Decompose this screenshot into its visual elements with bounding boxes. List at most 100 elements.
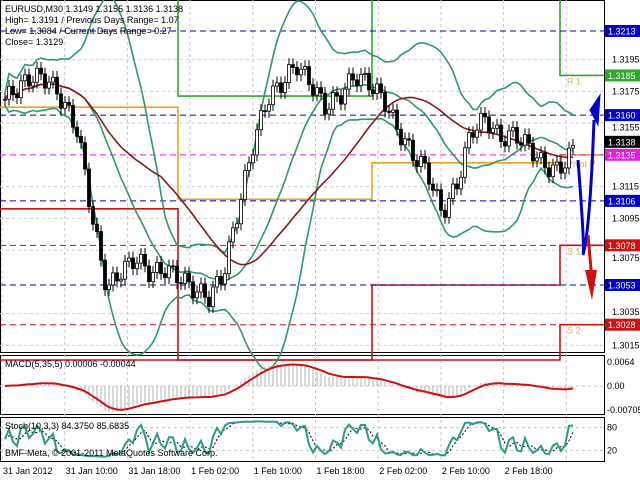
candle [291, 64, 295, 68]
candle [43, 73, 47, 89]
price-tick: 1.3195 [612, 55, 640, 65]
candle [227, 241, 231, 275]
macd-signal-line [4, 363, 574, 411]
current-days-range: Current Days Range= 0.27 [64, 26, 172, 36]
candle [307, 66, 311, 86]
candle [403, 138, 407, 146]
candle [379, 83, 383, 93]
candle [287, 64, 291, 84]
candle [115, 272, 119, 282]
candle [283, 82, 287, 93]
candle [511, 127, 515, 132]
price-tag-label: 1.3185 [608, 71, 636, 81]
candle [3, 98, 7, 101]
price-tag-label: 1.3213 [608, 27, 636, 37]
candle [23, 74, 27, 82]
candle [487, 116, 491, 134]
candle [215, 276, 219, 288]
time-tick: 1 Feb 02:00 [191, 466, 239, 476]
candle [559, 161, 563, 174]
down-arrow-icon [585, 270, 597, 300]
price-tag [605, 279, 640, 291]
price-tag-label: 1.3138 [608, 137, 636, 147]
candle [555, 161, 559, 166]
bollinger-middle [4, 83, 574, 282]
price-tag [605, 194, 640, 207]
time-tick: 1 Feb 10:00 [254, 466, 302, 476]
candle [347, 73, 351, 90]
candle [147, 265, 151, 283]
r1-label: R 1 [567, 76, 581, 86]
candle [119, 278, 123, 282]
candle [495, 124, 499, 129]
previous-days-range: Previous Days Range= 1.07 [66, 15, 179, 25]
candle [107, 284, 111, 291]
candle [263, 110, 267, 113]
candle [371, 89, 375, 95]
candle [323, 92, 327, 115]
candle [75, 126, 79, 137]
price-tick: 1.3015 [612, 340, 640, 350]
candle [515, 127, 519, 144]
candle [39, 67, 43, 75]
stoch-label: Stoch(10,3,3) 84.3750 85.6835 [5, 421, 130, 431]
pivot-label: Pivot P [567, 159, 596, 169]
candle [427, 162, 431, 185]
candle [31, 81, 35, 87]
stoch-panel [0, 417, 605, 462]
candle [355, 79, 359, 87]
candle [439, 189, 443, 211]
candle [267, 104, 271, 112]
candle [351, 73, 355, 81]
candle [135, 262, 139, 270]
time-tick: 2 Feb 02:00 [379, 466, 427, 476]
candle [19, 80, 23, 99]
candle [367, 73, 371, 91]
time-tick: 2 Feb 10:00 [442, 466, 490, 476]
price-tag [605, 318, 640, 331]
candle [455, 183, 459, 190]
high-value: High= 1.3191 [5, 15, 59, 25]
candle [259, 110, 263, 131]
candle [195, 291, 199, 299]
price-tag [605, 25, 640, 37]
candle [387, 110, 391, 113]
candle [251, 154, 255, 164]
candle [247, 162, 251, 171]
candle [79, 135, 83, 144]
candle [211, 286, 215, 308]
candle [87, 168, 91, 208]
candle [159, 262, 163, 274]
candle [523, 134, 527, 146]
candle [207, 296, 211, 308]
candle [535, 157, 539, 162]
candle [335, 92, 339, 97]
macd-tick: 0.00 [607, 381, 625, 391]
time-tick: 1 Feb 18:00 [317, 466, 365, 476]
candle [59, 93, 63, 109]
candle [199, 283, 203, 293]
candle [391, 109, 395, 113]
candle [175, 265, 179, 284]
candle [363, 73, 367, 75]
time-tick: 31 Jan 10:00 [66, 466, 118, 476]
candle [127, 257, 131, 262]
candle [503, 141, 507, 147]
candle [55, 76, 59, 95]
macd-panel [0, 355, 605, 415]
candle [463, 147, 467, 178]
candle [151, 272, 155, 283]
price-tick: 1.3115 [612, 182, 639, 192]
pivot-s2-line [0, 323, 604, 361]
candle [443, 209, 447, 218]
candle [299, 68, 303, 76]
candle [15, 94, 19, 99]
pivot-s1-line [0, 208, 604, 361]
price-tick: 1.3075 [612, 253, 640, 263]
price-tag [605, 69, 640, 82]
candle [67, 102, 71, 106]
candle [203, 283, 207, 298]
candle [91, 206, 95, 225]
